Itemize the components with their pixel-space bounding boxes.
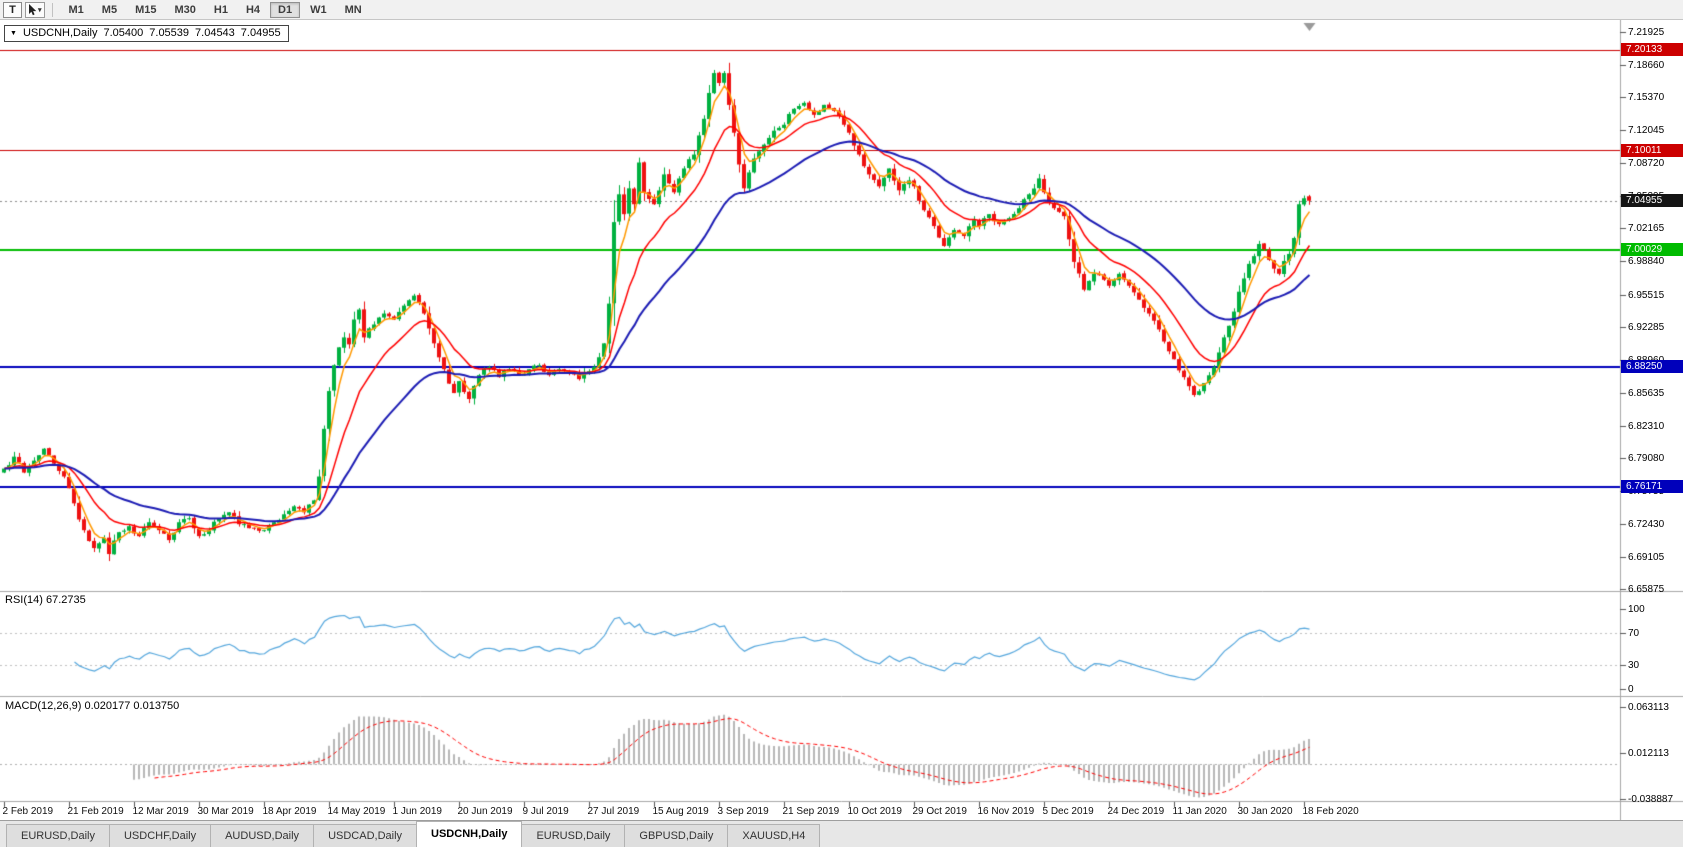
chart-tab-gbpusd-daily[interactable]: GBPUSD,Daily xyxy=(624,824,729,847)
timeframe-button-d1[interactable]: D1 xyxy=(270,1,301,18)
rsi-scale-label: 30 xyxy=(1628,660,1640,671)
price-scale-label: 7.02165 xyxy=(1628,223,1665,235)
price-line-badge: 6.76171 xyxy=(1621,480,1683,494)
rsi-scale-label: 100 xyxy=(1628,604,1645,615)
macd-indicator-label: MACD(12,26,9) 0.020177 0.013750 xyxy=(5,700,180,712)
macd-scale-label: -0.038887 xyxy=(1628,794,1674,805)
macd-scale-label: 0.012113 xyxy=(1628,748,1669,759)
price-scale-label: 6.95515 xyxy=(1628,289,1665,301)
toolbar-separator xyxy=(51,2,53,17)
chart-tab-eurusd-daily[interactable]: EURUSD,Daily xyxy=(521,824,626,847)
date-axis-label: 14 May 2019 xyxy=(327,806,386,817)
date-axis-label: 21 Sep 2019 xyxy=(782,806,840,817)
chart-tab-eurusd-daily[interactable]: EURUSD,Daily xyxy=(6,824,110,847)
date-axis-label: 2 Feb 2019 xyxy=(2,806,54,817)
cursor-icon xyxy=(29,3,37,15)
timeframe-buttons: M1 M5 M15 M30 H1 H4 D1 W1 MN xyxy=(60,1,371,18)
rsi-scale-label: 0 xyxy=(1628,684,1634,695)
chart-ohlc-label: ▼ USDCNH,Daily 7.05400 7.05539 7.04543 7… xyxy=(4,25,289,42)
timeframe-button-m30[interactable]: M30 xyxy=(166,2,203,18)
symbol-label: USDCNH,Daily xyxy=(22,27,98,39)
date-axis-label: 24 Dec 2019 xyxy=(1107,806,1165,817)
date-axis-label: 30 Jan 2020 xyxy=(1237,806,1293,817)
chart-area[interactable]: ▼ USDCNH,Daily 7.05400 7.05539 7.04543 7… xyxy=(0,20,1683,820)
price-line-badge: 7.10011 xyxy=(1621,143,1683,157)
rsi-scale-label: 70 xyxy=(1628,628,1640,639)
price-scale-label: 6.85635 xyxy=(1628,387,1665,399)
price-chart-canvas[interactable] xyxy=(0,20,1683,820)
date-axis-label: 16 Nov 2019 xyxy=(977,806,1035,817)
high-value: 7.05539 xyxy=(149,27,190,39)
timeframe-button-h4[interactable]: H4 xyxy=(238,2,268,18)
chart-tab-usdchf-daily[interactable]: USDCHF,Daily xyxy=(108,824,212,847)
timeframe-button-m1[interactable]: M1 xyxy=(61,2,92,18)
price-line-badge: 7.20133 xyxy=(1621,43,1683,57)
date-axis-label: 12 Mar 2019 xyxy=(132,806,189,817)
dropdown-caret-icon: ▾ xyxy=(38,6,42,14)
price-scale-label: 6.79080 xyxy=(1628,452,1665,464)
timeframe-button-m15[interactable]: M15 xyxy=(127,2,164,18)
date-axis-label: 18 Feb 2020 xyxy=(1302,806,1359,817)
price-scale-label: 6.69105 xyxy=(1628,551,1665,563)
date-axis-label: 27 Jul 2019 xyxy=(587,806,640,817)
collapse-arrow-icon[interactable]: ▼ xyxy=(10,29,17,37)
date-axis-label: 11 Jan 2020 xyxy=(1172,806,1227,817)
chart-tab-usdcad-daily[interactable]: USDCAD,Daily xyxy=(313,824,418,847)
chart-tabs-bar: EURUSD,Daily USDCHF,Daily AUDUSD,Daily USDC… xyxy=(0,820,1683,847)
date-axis-label: 3 Sep 2019 xyxy=(717,806,769,817)
rsi-indicator-label: RSI(14) 67.2735 xyxy=(5,594,86,606)
price-scale-label: 7.18660 xyxy=(1628,59,1665,71)
date-axis-label: 15 Aug 2019 xyxy=(652,806,709,817)
chart-tab-usdcnh-daily[interactable]: USDCNH,Daily xyxy=(416,821,523,847)
price-line-badge: 7.00029 xyxy=(1621,243,1683,257)
date-axis-label: 1 Jun 2019 xyxy=(392,806,443,817)
price-scale-label: 7.21925 xyxy=(1628,27,1665,39)
timeframe-button-h1[interactable]: H1 xyxy=(206,2,236,18)
price-scale-label: 6.88960 xyxy=(1628,355,1664,366)
price-scale-label: 6.98840 xyxy=(1628,256,1665,268)
cursor-tool-button[interactable]: ▾ xyxy=(25,1,45,18)
date-axis-label: 10 Oct 2019 xyxy=(847,806,902,817)
price-scale-label: 6.72430 xyxy=(1628,518,1665,530)
date-axis-label: 20 Jun 2019 xyxy=(457,806,513,817)
low-value: 7.04543 xyxy=(195,27,235,39)
date-axis-label: 5 Dec 2019 xyxy=(1042,806,1094,817)
price-scale-label: 6.92285 xyxy=(1628,321,1665,333)
price-scale-label: 6.82310 xyxy=(1628,420,1665,432)
macd-scale-label: 0.063113 xyxy=(1628,702,1669,713)
chart-tab-xauusd-h4[interactable]: XAUUSD,H4 xyxy=(727,824,821,847)
close-value: 7.04955 xyxy=(240,27,281,39)
open-value: 7.05400 xyxy=(103,27,144,39)
price-line-badge: 6.88250 xyxy=(1621,360,1683,374)
timeframe-button-w1[interactable]: W1 xyxy=(302,2,335,18)
date-axis-label: 21 Feb 2019 xyxy=(67,806,124,817)
price-scale-label: 7.08720 xyxy=(1628,158,1665,170)
date-axis-label: 29 Oct 2019 xyxy=(912,806,967,817)
chart-tab-audusd-daily[interactable]: AUDUSD,Daily xyxy=(210,824,315,847)
current-price-badge: 7.04955 xyxy=(1621,194,1683,208)
top-toolbar: T ▾ M1 M5 M15 M30 H1 H4 D1 W1 MN xyxy=(0,0,1683,20)
timeframe-button-mn[interactable]: MN xyxy=(337,2,370,18)
t-tool-button[interactable]: T xyxy=(3,1,22,18)
price-scale-label: 6.65875 xyxy=(1628,584,1665,596)
date-axis-label: 18 Apr 2019 xyxy=(262,806,317,817)
date-axis-label: 30 Mar 2019 xyxy=(197,806,254,817)
price-scale-label: 7.12045 xyxy=(1628,125,1665,137)
date-axis-label: 9 Jul 2019 xyxy=(522,806,569,817)
price-scale-label: 7.15370 xyxy=(1628,92,1665,104)
timeframe-button-m5[interactable]: M5 xyxy=(94,2,125,18)
